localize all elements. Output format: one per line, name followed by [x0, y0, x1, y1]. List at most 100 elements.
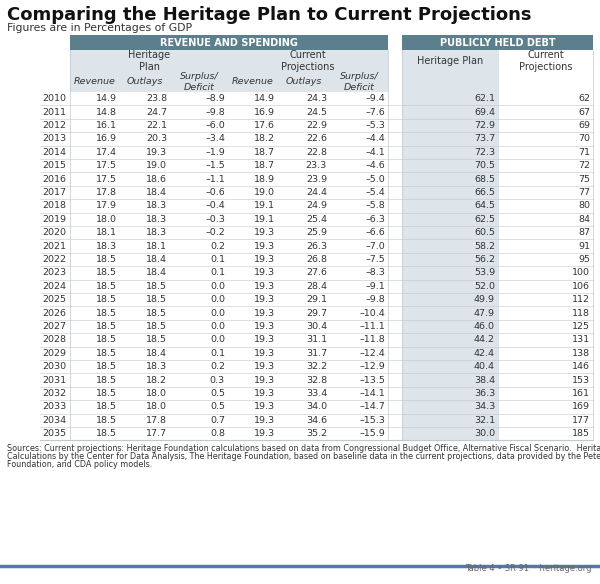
Text: 18.5: 18.5 — [96, 308, 117, 318]
Text: Foundation, and CDA policy models.: Foundation, and CDA policy models. — [7, 460, 152, 470]
Text: 177: 177 — [572, 416, 590, 425]
Text: –7.6: –7.6 — [365, 107, 385, 117]
Text: 2034: 2034 — [42, 416, 66, 425]
Text: 153: 153 — [572, 376, 590, 385]
Bar — [402, 119, 498, 132]
Text: 0.8: 0.8 — [210, 429, 225, 438]
Text: –5.0: –5.0 — [365, 175, 385, 183]
Text: –7.0: –7.0 — [365, 242, 385, 251]
Text: 19.3: 19.3 — [146, 148, 167, 157]
Text: 62: 62 — [578, 94, 590, 103]
Text: 66.5: 66.5 — [474, 188, 495, 197]
Text: –13.5: –13.5 — [359, 376, 385, 385]
Text: Calculations by the Center for Data Analysis, The Heritage Foundation, based on : Calculations by the Center for Data Anal… — [7, 453, 600, 461]
Text: 19.3: 19.3 — [254, 282, 275, 291]
Text: 131: 131 — [572, 335, 590, 345]
Text: 87: 87 — [578, 228, 590, 237]
Text: 73.7: 73.7 — [474, 134, 495, 144]
Text: –14.1: –14.1 — [359, 389, 385, 398]
Text: 17.6: 17.6 — [254, 121, 275, 130]
Text: –3.4: –3.4 — [205, 134, 225, 144]
Text: 18.5: 18.5 — [96, 335, 117, 345]
Text: 2029: 2029 — [42, 349, 66, 358]
Text: –0.6: –0.6 — [205, 188, 225, 197]
Text: 23.3: 23.3 — [306, 161, 327, 170]
Text: 46.0: 46.0 — [474, 322, 495, 331]
Text: 18.3: 18.3 — [96, 242, 117, 251]
Text: 20.3: 20.3 — [146, 134, 167, 144]
Bar — [228, 50, 388, 72]
Bar — [402, 266, 498, 280]
Text: 0.0: 0.0 — [210, 295, 225, 304]
Text: Outlays: Outlays — [286, 78, 322, 86]
Text: PUBLICLY HELD DEBT: PUBLICLY HELD DEBT — [440, 37, 556, 47]
Text: –9.8: –9.8 — [205, 107, 225, 117]
Text: –9.4: –9.4 — [365, 94, 385, 103]
Text: 18.0: 18.0 — [96, 215, 117, 224]
Text: 32.8: 32.8 — [306, 376, 327, 385]
Text: 24.7: 24.7 — [146, 107, 167, 117]
Text: 24.9: 24.9 — [306, 201, 327, 210]
Text: 33.4: 33.4 — [306, 389, 327, 398]
Bar — [402, 427, 498, 440]
Bar — [402, 213, 498, 226]
Text: –10.4: –10.4 — [359, 308, 385, 318]
Text: –0.4: –0.4 — [205, 201, 225, 210]
Text: 42.4: 42.4 — [474, 349, 495, 358]
Text: –5.4: –5.4 — [365, 188, 385, 197]
Text: 18.4: 18.4 — [146, 255, 167, 264]
Text: 72: 72 — [578, 161, 590, 170]
Text: 52.0: 52.0 — [474, 282, 495, 291]
Text: –12.9: –12.9 — [359, 362, 385, 371]
Text: 22.9: 22.9 — [306, 121, 327, 130]
Text: 18.3: 18.3 — [146, 228, 167, 237]
Text: 138: 138 — [572, 349, 590, 358]
Text: 0.0: 0.0 — [210, 322, 225, 331]
Text: Revenue: Revenue — [232, 78, 274, 86]
Text: 2026: 2026 — [42, 308, 66, 318]
Text: 18.5: 18.5 — [96, 362, 117, 371]
Text: –5.8: –5.8 — [365, 201, 385, 210]
Bar — [402, 186, 498, 199]
Text: 18.5: 18.5 — [146, 308, 167, 318]
Text: 18.4: 18.4 — [146, 188, 167, 197]
Bar — [402, 145, 498, 159]
Text: 68.5: 68.5 — [474, 175, 495, 183]
Text: 18.5: 18.5 — [146, 335, 167, 345]
Text: 36.3: 36.3 — [474, 389, 495, 398]
Text: 18.5: 18.5 — [146, 295, 167, 304]
Text: 2019: 2019 — [42, 215, 66, 224]
Text: Outlays: Outlays — [127, 78, 163, 86]
Text: 18.5: 18.5 — [96, 322, 117, 331]
Bar — [402, 400, 498, 413]
Text: 77: 77 — [578, 188, 590, 197]
Text: 24.5: 24.5 — [306, 107, 327, 117]
Text: 62.1: 62.1 — [474, 94, 495, 103]
Text: –7.5: –7.5 — [365, 255, 385, 264]
Text: 2013: 2013 — [42, 134, 66, 144]
Text: 19.3: 19.3 — [254, 295, 275, 304]
Text: 26.8: 26.8 — [306, 255, 327, 264]
Bar — [70, 50, 228, 72]
Bar — [70, 35, 388, 50]
Text: 18.5: 18.5 — [96, 429, 117, 438]
Text: 69.4: 69.4 — [474, 107, 495, 117]
Text: 25.9: 25.9 — [306, 228, 327, 237]
Bar — [228, 72, 388, 92]
Text: 17.5: 17.5 — [96, 161, 117, 170]
Bar — [402, 373, 498, 387]
Text: –14.7: –14.7 — [359, 402, 385, 411]
Text: Heritage
Plan: Heritage Plan — [128, 50, 170, 72]
Text: 18.5: 18.5 — [96, 282, 117, 291]
Text: 19.3: 19.3 — [254, 376, 275, 385]
Text: 0.0: 0.0 — [210, 308, 225, 318]
Text: 2016: 2016 — [42, 175, 66, 183]
Text: Figures are in Percentages of GDP: Figures are in Percentages of GDP — [7, 23, 192, 33]
Text: 18.1: 18.1 — [96, 228, 117, 237]
Text: –11.1: –11.1 — [359, 322, 385, 331]
Text: 18.2: 18.2 — [254, 134, 275, 144]
Text: 19.3: 19.3 — [254, 228, 275, 237]
Text: 18.0: 18.0 — [146, 402, 167, 411]
Text: 18.0: 18.0 — [146, 389, 167, 398]
Bar — [402, 239, 498, 253]
